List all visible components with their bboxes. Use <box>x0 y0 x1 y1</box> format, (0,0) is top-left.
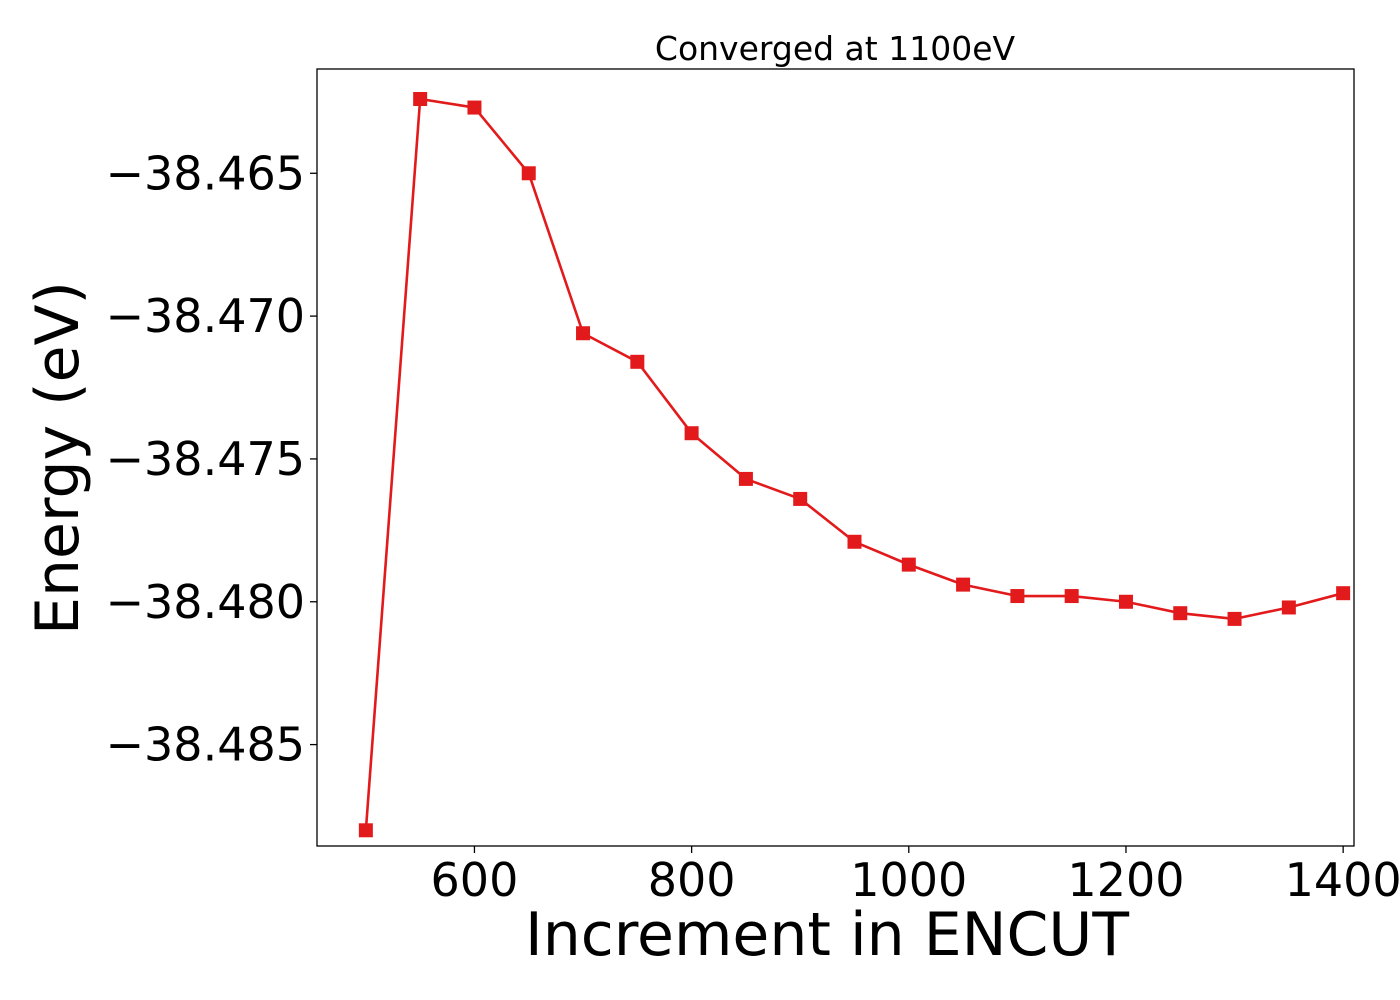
data-point-marker <box>1336 586 1351 601</box>
x-tick-label: 600 <box>431 853 519 907</box>
data-point-marker <box>521 166 536 181</box>
plot-area-frame <box>316 68 1355 847</box>
x-tick-label: 1200 <box>1067 853 1184 907</box>
y-axis-label: Energy (eV) <box>23 281 93 635</box>
data-point-marker <box>576 326 591 341</box>
x-tick-label: 1400 <box>1285 853 1400 907</box>
data-point-marker <box>358 823 373 838</box>
y-tick-label: −38.480 <box>106 575 306 629</box>
y-axis-ticks: −38.465 −38.470 −38.475 −38.480 −38.485 <box>106 146 317 772</box>
x-tick-label: 800 <box>648 853 736 907</box>
data-point-marker <box>738 471 753 486</box>
x-axis-label: Increment in ENCUT <box>525 900 1129 970</box>
chart-title: Converged at 1100eV <box>655 29 1016 68</box>
series-line <box>364 97 1344 831</box>
y-tick-label: −38.470 <box>106 289 306 343</box>
y-tick-label: −38.465 <box>106 146 306 200</box>
data-point-marker <box>684 426 699 441</box>
x-tick-label: 1000 <box>850 853 967 907</box>
data-point-marker <box>847 534 862 549</box>
data-point-marker <box>1173 606 1188 621</box>
data-point-marker <box>901 557 916 572</box>
data-point-marker <box>467 100 482 115</box>
data-point-marker <box>413 91 428 106</box>
data-point-marker <box>956 577 971 592</box>
data-point-marker <box>1281 600 1296 615</box>
data-point-marker <box>1064 589 1079 604</box>
y-tick-label: −38.475 <box>106 432 306 486</box>
series-layer <box>358 91 1351 838</box>
data-point-marker <box>1010 589 1025 604</box>
y-tick-label: −38.485 <box>106 718 306 772</box>
data-point-marker <box>1227 611 1242 626</box>
data-point-marker <box>793 491 808 506</box>
data-point-marker <box>630 354 645 369</box>
data-point-marker <box>1118 594 1133 609</box>
x-axis-ticks: 600 800 1000 1200 1400 <box>431 846 1400 907</box>
